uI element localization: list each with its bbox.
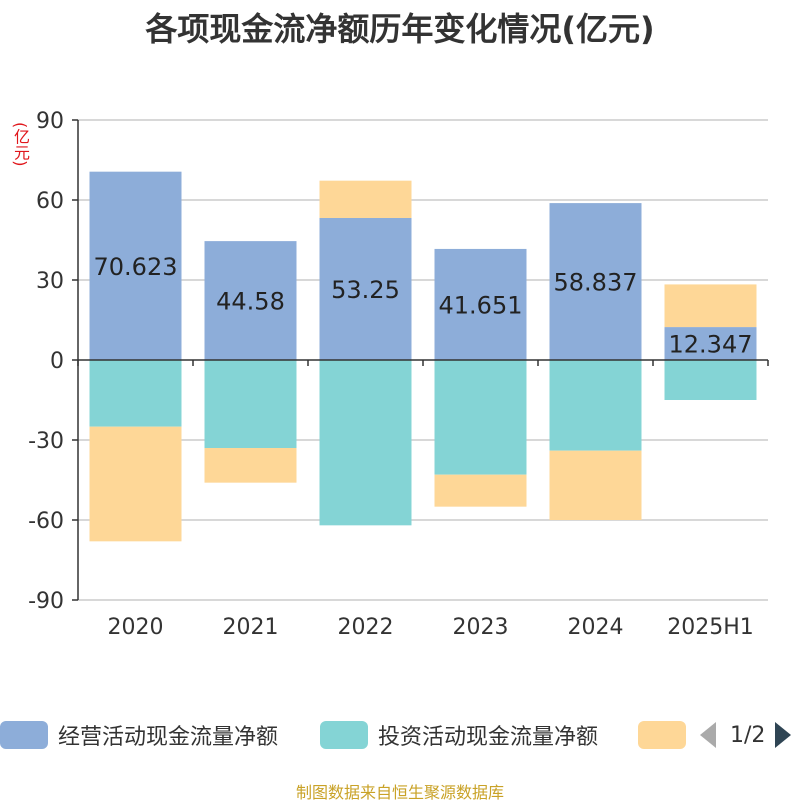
- legend-item-investing[interactable]: 投资活动现金流量净额: [320, 716, 598, 754]
- legend-item-operating[interactable]: 经营活动现金流量净额: [0, 716, 278, 754]
- bar-third-2025h1: [664, 284, 757, 328]
- bar-operating-2021: [204, 241, 297, 360]
- y-axis-unit: (亿元): [11, 122, 30, 167]
- chart-title: 各项现金流净额历年变化情况(亿元): [145, 10, 655, 48]
- data-label-operating: 70.623: [94, 253, 178, 281]
- legend-label-investing: 投资活动现金流量净额: [378, 725, 599, 750]
- bar-third-2023: [434, 474, 527, 507]
- legend-swatch-investing: [320, 721, 368, 749]
- bar-operating-2025h1: [664, 327, 757, 360]
- legend-item-third[interactable]: [638, 716, 696, 754]
- legend-swatch-operating: [0, 721, 48, 749]
- y-tick-label: 0: [50, 349, 64, 374]
- legend-next-arrow-icon[interactable]: [775, 722, 792, 748]
- data-label-operating: 58.837: [554, 269, 638, 297]
- x-tick-label: 2025H1: [667, 615, 754, 640]
- y-tick-label: 90: [36, 109, 64, 134]
- legend-label-operating: 经营活动现金流量净额: [58, 725, 279, 750]
- bar-operating-2023: [434, 248, 527, 360]
- y-tick-label: 30: [36, 269, 64, 294]
- x-tick-label: 2022: [338, 615, 394, 640]
- y-tick-label: -30: [28, 429, 64, 454]
- data-label-operating: 41.651: [439, 291, 523, 319]
- data-label-operating: 53.25: [331, 276, 400, 304]
- bar-operating-2024: [549, 203, 642, 360]
- bar-third-2024: [549, 450, 642, 520]
- data-label-operating: 12.347: [669, 331, 753, 359]
- bar-investing-2025h1: [664, 360, 757, 400]
- bar-chart: 90 60 30 0 -30 -60 -90 2020 2021 2022 2023 2024 2025…: [28, 109, 769, 640]
- y-tick-label: -90: [28, 589, 64, 614]
- x-tick-label: 2021: [223, 615, 279, 640]
- legend: 经营活动现金流量净额 投资活动现金流量净额: [0, 716, 800, 754]
- legend-prev-arrow-icon[interactable]: [700, 722, 716, 748]
- bar-operating-2020: [89, 171, 182, 360]
- x-tick-label: 2020: [108, 615, 164, 640]
- bar-third-2021: [204, 448, 297, 483]
- x-tick-label: 2024: [568, 615, 624, 640]
- y-tick-label: -60: [28, 509, 64, 534]
- bar-investing-2021: [204, 360, 297, 448]
- data-label-operating: 44.58: [216, 288, 285, 316]
- bar-operating-2022: [319, 218, 412, 360]
- legend-page-indicator: 1/2: [730, 722, 766, 748]
- bar-investing-2020: [89, 360, 182, 427]
- y-tick-label: 60: [36, 189, 64, 214]
- bar-investing-2023: [434, 360, 527, 475]
- legend-pager: 1/2: [700, 716, 800, 754]
- bar-investing-2022: [319, 360, 412, 526]
- data-source-footer: 制图数据来自恒生聚源数据库: [295, 783, 504, 802]
- x-tick-label: 2023: [453, 615, 509, 640]
- bar-third-2020: [89, 426, 182, 542]
- bar-third-2022: [319, 180, 412, 218]
- bar-investing-2024: [549, 360, 642, 451]
- legend-swatch-third: [638, 721, 686, 749]
